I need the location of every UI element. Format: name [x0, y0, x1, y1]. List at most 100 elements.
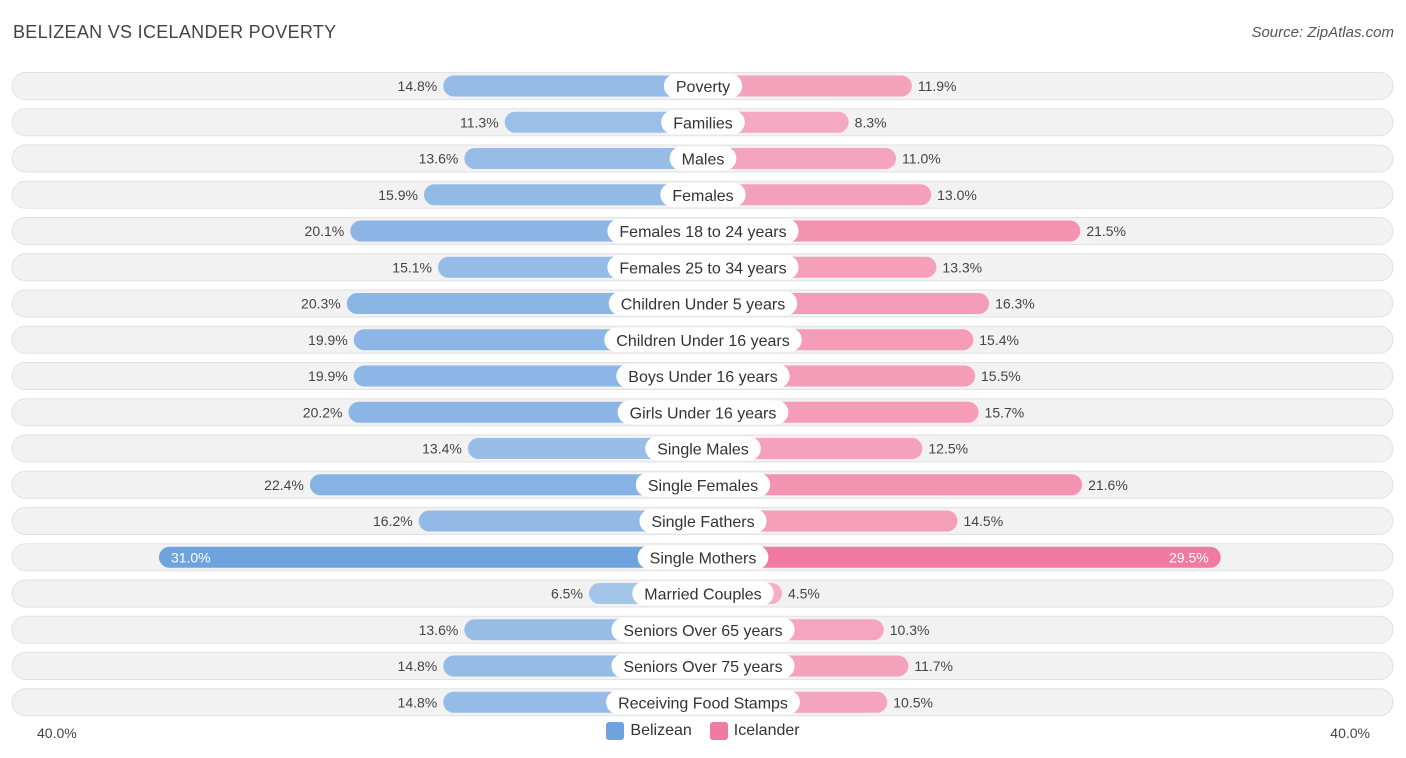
bar-icelander-single-fathers — [703, 510, 958, 532]
category-pill-males — [669, 146, 737, 171]
chart-canvas: 14.8% 11.9% Poverty 11.3% 8.3% Families 13.6% 1… — [11, 72, 1394, 717]
category-pill-receiving-food-stamps — [606, 690, 800, 715]
value-label-icelander-boys-under-16-years: 15.5% — [981, 368, 1021, 384]
value-label-icelander-females-25-to-34-years: 13.3% — [942, 259, 982, 275]
category-label-poverty: Poverty — [676, 79, 730, 96]
value-label-belizean-seniors-over-65-years: 13.6% — [419, 622, 459, 638]
category-label-females-25-to-34-years: Females 25 to 34 years — [619, 260, 786, 277]
category-pill-single-mothers — [637, 545, 769, 570]
category-pill-children-under-5-years — [608, 291, 798, 316]
value-label-icelander-families: 8.3% — [855, 114, 887, 130]
axis-left-label: 40.0% — [37, 725, 77, 741]
bar-belizean-single-females — [309, 474, 703, 496]
category-pill-single-fathers — [639, 509, 767, 533]
value-label-icelander-single-mothers: 29.5% — [1169, 549, 1209, 565]
legend: Belizean Icelander — [0, 722, 1406, 740]
category-pill-poverty — [663, 74, 743, 98]
value-label-belizean-females: 15.9% — [378, 187, 418, 203]
value-label-icelander-seniors-over-75-years: 11.7% — [914, 658, 953, 674]
category-pill-females-25-to-34-years — [607, 255, 799, 280]
category-pill-females — [660, 182, 746, 207]
axis-right-label: 40.0% — [1330, 725, 1370, 741]
value-label-belizean-females-18-to-24-years: 20.1% — [305, 223, 345, 239]
category-label-males: Males — [682, 152, 725, 169]
category-label-girls-under-16-years: Girls Under 16 years — [630, 405, 777, 422]
bar-icelander-single-females — [703, 474, 1083, 496]
category-pill-seniors-over-75-years — [611, 654, 795, 678]
chart-title: BELIZEAN VS ICELANDER POVERTY — [13, 22, 337, 42]
category-label-females: Females — [672, 188, 733, 205]
value-label-icelander-males: 11.0% — [902, 151, 941, 167]
bar-belizean-females — [423, 184, 703, 206]
value-label-icelander-single-fathers: 14.5% — [963, 513, 1003, 529]
bar-belizean-girls-under-16-years — [348, 401, 703, 423]
bar-icelander-females — [703, 184, 932, 206]
value-label-icelander-poverty: 11.9% — [918, 78, 957, 94]
value-label-icelander-seniors-over-65-years: 10.3% — [890, 622, 930, 638]
value-label-belizean-females-25-to-34-years: 15.1% — [392, 259, 432, 275]
bar-icelander-single-mothers — [703, 546, 1221, 568]
category-label-families: Families — [673, 115, 733, 132]
category-label-single-fathers: Single Fathers — [651, 514, 754, 531]
bar-belizean-males — [464, 148, 703, 169]
category-pill-children-under-16-years — [604, 327, 802, 352]
category-pill-boys-under-16-years — [616, 364, 790, 388]
bar-belizean-poverty — [443, 75, 703, 97]
value-label-icelander-girls-under-16-years: 15.7% — [985, 404, 1025, 420]
value-label-belizean-single-females: 22.4% — [264, 477, 304, 493]
category-pill-families — [661, 110, 745, 135]
category-pill-girls-under-16-years — [617, 400, 789, 425]
value-label-belizean-single-mothers: 31.0% — [171, 549, 211, 565]
category-label-boys-under-16-years: Boys Under 16 years — [628, 369, 777, 386]
value-label-icelander-females-18-to-24-years: 21.5% — [1086, 223, 1126, 239]
bar-belizean-families — [504, 111, 703, 133]
legend-item-belizean[interactable]: Belizean — [606, 722, 692, 740]
value-label-icelander-married-couples: 4.5% — [788, 586, 820, 602]
value-label-belizean-seniors-over-75-years: 14.8% — [398, 658, 438, 674]
category-pill-single-males — [645, 436, 761, 461]
category-label-seniors-over-65-years: Seniors Over 65 years — [623, 623, 782, 640]
legend-label-icelander: Icelander — [733, 722, 800, 739]
value-label-belizean-single-males: 13.4% — [422, 441, 462, 457]
category-pill-single-females — [635, 472, 771, 497]
bar-belizean-boys-under-16-years — [353, 365, 703, 387]
value-label-icelander-females: 13.0% — [937, 187, 977, 203]
value-label-belizean-girls-under-16-years: 20.2% — [303, 404, 343, 420]
category-pill-seniors-over-65-years — [611, 617, 795, 642]
value-label-belizean-poverty: 14.8% — [398, 78, 438, 94]
value-label-icelander-children-under-5-years: 16.3% — [995, 296, 1035, 312]
category-label-single-mothers: Single Mothers — [650, 550, 757, 567]
source-credit: Source: ZipAtlas.com — [1251, 24, 1394, 41]
bar-belizean-single-males — [467, 438, 703, 459]
value-label-icelander-single-females: 21.6% — [1088, 477, 1128, 493]
value-label-belizean-boys-under-16-years: 19.9% — [308, 368, 348, 384]
legend-swatch-belizean — [606, 722, 625, 740]
value-label-belizean-families: 11.3% — [460, 114, 499, 130]
category-label-single-males: Single Males — [657, 442, 749, 459]
value-label-belizean-children-under-16-years: 19.9% — [308, 332, 348, 348]
bar-icelander-poverty — [703, 75, 912, 97]
value-label-icelander-single-males: 12.5% — [928, 441, 968, 457]
value-label-belizean-married-couples: 6.5% — [551, 586, 583, 602]
bar-belizean-single-mothers — [158, 546, 703, 568]
category-label-females-18-to-24-years: Females 18 to 24 years — [619, 224, 786, 241]
bar-belizean-single-fathers — [418, 510, 703, 532]
category-pill-married-couples — [632, 581, 774, 606]
category-label-seniors-over-75-years: Seniors Over 75 years — [623, 659, 782, 676]
value-label-belizean-single-fathers: 16.2% — [373, 513, 413, 529]
bar-icelander-males — [703, 148, 897, 169]
category-label-children-under-5-years: Children Under 5 years — [621, 297, 786, 314]
legend-label-belizean: Belizean — [630, 722, 692, 739]
value-label-belizean-males: 13.6% — [419, 151, 459, 167]
legend-item-icelander[interactable]: Icelander — [709, 722, 800, 740]
value-label-icelander-children-under-16-years: 15.4% — [979, 332, 1019, 348]
value-label-belizean-receiving-food-stamps: 14.8% — [398, 694, 438, 710]
category-label-married-couples: Married Couples — [644, 587, 761, 604]
category-label-children-under-16-years: Children Under 16 years — [616, 333, 789, 350]
category-label-single-females: Single Females — [648, 478, 758, 495]
value-label-belizean-children-under-5-years: 20.3% — [301, 296, 341, 312]
legend-swatch-icelander — [709, 722, 728, 740]
category-label-receiving-food-stamps: Receiving Food Stamps — [618, 695, 788, 712]
category-pill-females-18-to-24-years — [607, 219, 799, 243]
value-label-icelander-receiving-food-stamps: 10.5% — [893, 694, 933, 710]
